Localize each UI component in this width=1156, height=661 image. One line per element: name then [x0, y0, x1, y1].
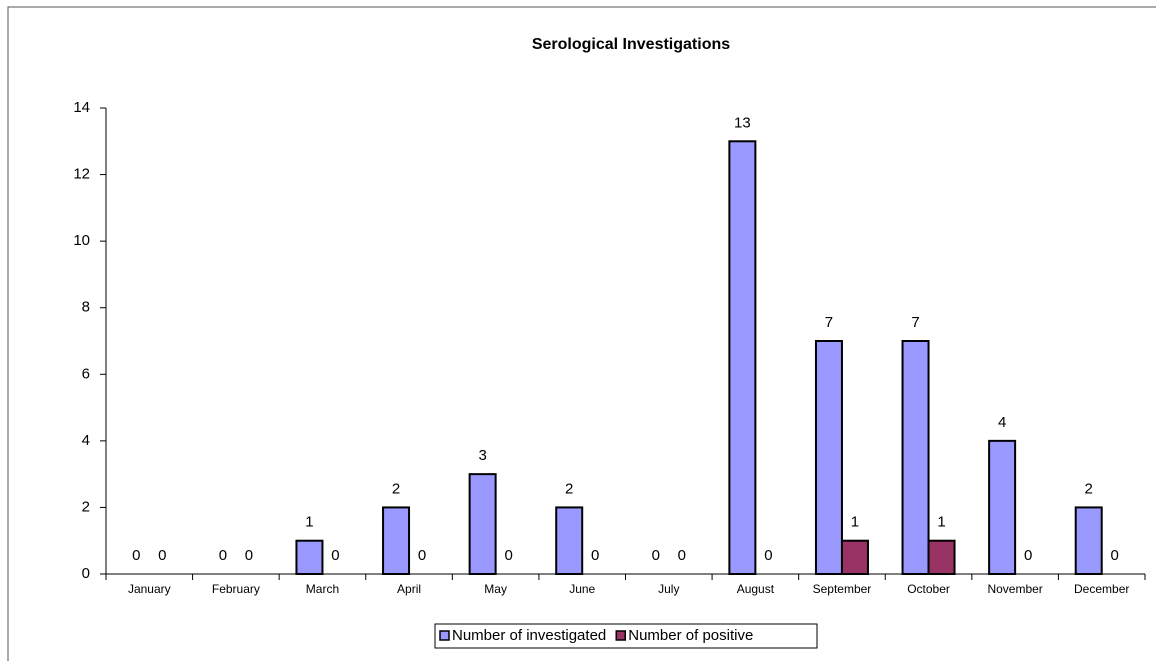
bar: [901, 340, 930, 575]
x-tick-label: September: [813, 582, 872, 596]
value-label: 0: [219, 547, 227, 564]
x-tick-label: January: [128, 582, 171, 596]
value-label: 7: [825, 314, 833, 331]
bar: [728, 140, 757, 576]
value-label: 0: [504, 547, 512, 564]
value-label: 1: [937, 514, 945, 531]
bar: [1074, 506, 1103, 575]
x-tick-label: February: [212, 582, 260, 596]
bar: [840, 539, 869, 576]
value-label: 0: [132, 547, 140, 564]
y-tick-label: 12: [73, 166, 90, 183]
value-label: 2: [1085, 480, 1093, 497]
y-tick-label: 6: [82, 365, 90, 382]
legend-label: Number of investigated: [452, 627, 606, 644]
y-tick-label: 14: [73, 99, 90, 116]
x-tick-label: October: [907, 582, 950, 596]
value-label: 0: [764, 547, 772, 564]
legend-label: Number of positive: [628, 627, 753, 644]
x-tick-label: August: [737, 582, 775, 596]
value-label: 0: [591, 547, 599, 564]
value-label: 7: [911, 314, 919, 331]
x-tick-label: May: [484, 582, 507, 596]
value-label: 0: [1111, 547, 1119, 564]
bar: [555, 506, 584, 575]
x-tick-label: June: [569, 582, 595, 596]
bar: [295, 539, 324, 576]
value-label: 2: [392, 480, 400, 497]
x-tick-label: July: [658, 582, 679, 596]
value-label: 2: [565, 480, 573, 497]
value-label: 1: [305, 514, 313, 531]
value-label: 0: [245, 547, 253, 564]
y-tick-label: 4: [82, 432, 90, 449]
legend-swatch: [615, 630, 626, 641]
value-label: 0: [331, 547, 339, 564]
x-tick-label: November: [987, 582, 1042, 596]
value-label: 0: [678, 547, 686, 564]
value-label: 13: [734, 114, 751, 131]
value-label: 0: [652, 547, 660, 564]
y-tick-label: 8: [82, 299, 90, 316]
bar: [814, 340, 843, 575]
bar: [988, 439, 1017, 575]
chart-title: Serological Investigations: [532, 36, 730, 53]
value-label: 4: [998, 414, 1006, 431]
chart-frame: [7, 6, 1156, 661]
value-label: 3: [478, 447, 486, 464]
x-tick-label: April: [397, 582, 421, 596]
value-label: 1: [851, 514, 859, 531]
bar: [468, 473, 497, 575]
legend-swatch: [439, 630, 450, 641]
x-tick-label: December: [1074, 582, 1129, 596]
y-tick-label: 0: [82, 565, 90, 582]
y-tick-label: 2: [82, 498, 90, 515]
x-tick-label: March: [306, 582, 339, 596]
value-label: 0: [1024, 547, 1032, 564]
bar: [382, 506, 411, 575]
y-tick-label: 10: [73, 232, 90, 249]
value-label: 0: [158, 547, 166, 564]
bar: [927, 539, 956, 576]
value-label: 0: [418, 547, 426, 564]
